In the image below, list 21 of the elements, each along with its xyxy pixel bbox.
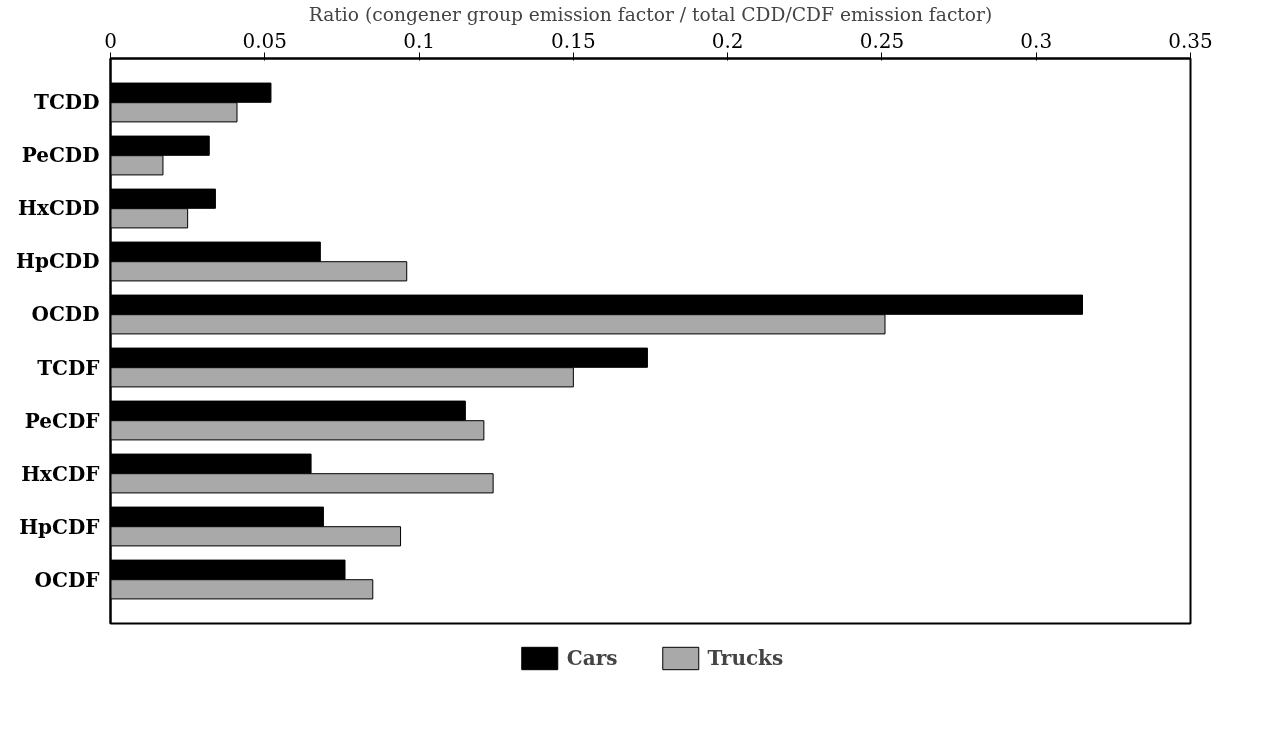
x-tick-label: 0.05: [242, 28, 288, 53]
y-tick-label: HxCDF: [21, 461, 100, 486]
y-tick-label: PeCDD: [21, 143, 100, 168]
y-tick-label: HpCDD: [16, 249, 100, 274]
x-tick-label: 0.2: [711, 28, 744, 53]
y-tick-label: TCDF: [37, 355, 100, 380]
y-tick-label: OCDD: [31, 302, 100, 327]
legend-label: Trucks: [707, 646, 784, 670]
x-tick-label: 0.3: [1020, 28, 1053, 53]
x-tick-label: 0.1: [403, 28, 435, 53]
x-tick-label: 0.35: [1168, 28, 1213, 53]
x-tick-label: 0.15: [551, 28, 596, 53]
y-tick-label: HpCDF: [19, 514, 100, 539]
x-axis-title: Ratio (congener group emission factor / total CDD/CDF emission factor): [308, 3, 993, 25]
y-tick-label: HxCDD: [18, 196, 100, 221]
y-tick-label: PeCDF: [24, 408, 100, 433]
x-tick-label: 0: [104, 28, 117, 53]
x-tick-label: 0.25: [859, 28, 905, 53]
y-tick-label: TCDD: [34, 90, 100, 115]
y-tick-label: OCDF: [34, 567, 100, 592]
legend-label: Cars: [566, 646, 618, 670]
